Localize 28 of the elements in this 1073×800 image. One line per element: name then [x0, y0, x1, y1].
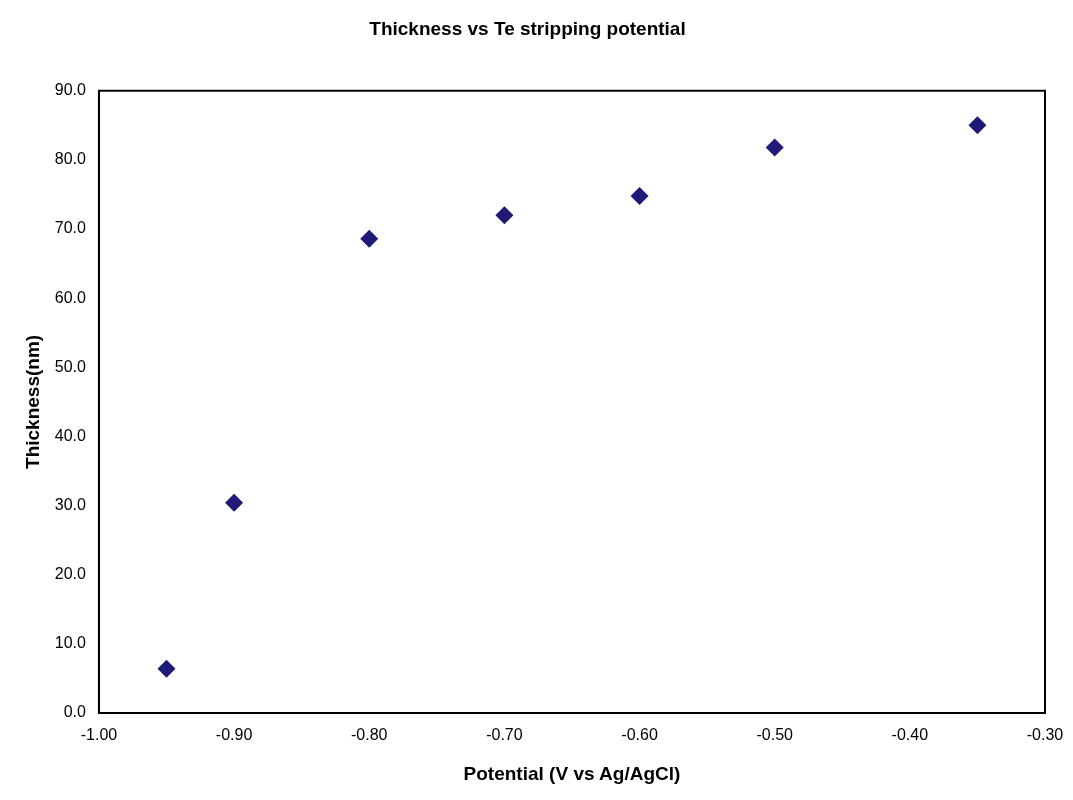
y-tick-label: 70.0	[54, 219, 87, 237]
x-tick-label: -0.60	[621, 726, 658, 744]
point	[765, 138, 784, 157]
point	[157, 659, 176, 678]
point	[495, 206, 514, 225]
x-tick-label: -0.30	[1026, 726, 1064, 744]
x-tick-label: -0.40	[891, 726, 929, 744]
point	[968, 116, 987, 135]
point	[360, 229, 379, 248]
y-axis-title: Thickness(nm)	[21, 334, 43, 469]
point	[225, 493, 244, 512]
y-tick-label: 30.0	[54, 496, 87, 514]
y-tick-label: 90.0	[54, 81, 87, 99]
y-tick-label: 20.0	[54, 565, 87, 583]
y-tick-label: 80.0	[54, 150, 87, 168]
y-tick-label: 40.0	[54, 426, 87, 444]
chart-title: Thickness vs Te stripping potential	[369, 17, 686, 39]
x-tick-label: -0.50	[756, 726, 794, 744]
y-tick-label: 0.0	[63, 703, 87, 721]
point	[630, 186, 649, 205]
x-tick-label: -1.00	[80, 726, 118, 744]
x-tick-label: -0.80	[351, 726, 388, 744]
x-axis-title: Potential (V vs Ag/AgCl)	[463, 762, 681, 784]
x-tick-label: -0.70	[486, 726, 523, 744]
y-tick-label: 60.0	[54, 288, 87, 306]
y-tick-label: 10.0	[54, 634, 87, 652]
y-tick-label: 50.0	[54, 357, 87, 375]
x-tick-label: -0.90	[215, 726, 253, 744]
